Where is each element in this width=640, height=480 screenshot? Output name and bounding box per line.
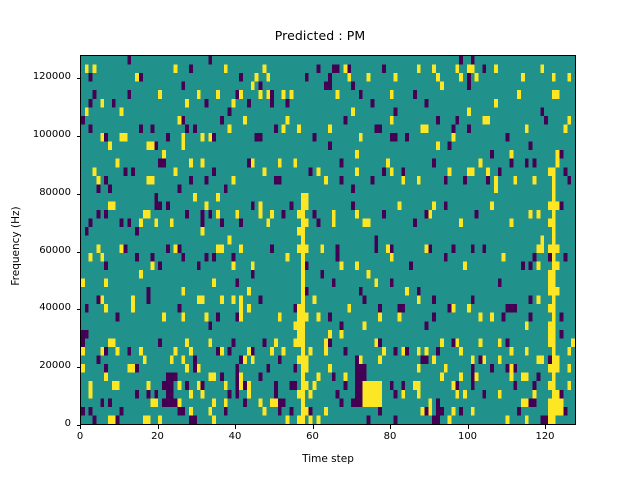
x-tick-label: 120 [535, 431, 555, 442]
page-title: Predicted : PM [274, 28, 366, 43]
y-tick-mark [76, 309, 80, 311]
x-tick-label: 100 [457, 431, 478, 442]
x-tick-mark [545, 425, 546, 429]
y-tick-label: 120000 [32, 71, 71, 83]
x-axis-label: Time step [302, 453, 354, 465]
x-tick-mark [80, 425, 81, 429]
x-tick-mark [157, 425, 159, 429]
x-tick-mark [312, 425, 314, 429]
x-tick-label: 60 [306, 431, 319, 442]
y-tick-label: 60000 [39, 244, 71, 256]
y-tick-label: 0 [64, 418, 71, 429]
y-tick-label: 100000 [32, 128, 71, 140]
y-tick-mark [76, 367, 80, 369]
y-tick-mark [76, 78, 80, 80]
x-tick-label: 0 [76, 431, 84, 442]
x-tick-label: 20 [151, 431, 164, 442]
x-tick-mark [467, 425, 469, 429]
y-tick-label: 40000 [39, 302, 71, 314]
y-tick-label: 20000 [39, 360, 71, 372]
heatmap-image [81, 56, 575, 424]
heatmap-axes[interactable] [80, 55, 576, 425]
y-axis-label: Frequency (Hz) [10, 206, 22, 286]
x-tick-label: 80 [383, 431, 397, 442]
y-tick-label: 80000 [39, 186, 71, 198]
x-tick-mark [390, 425, 391, 429]
y-tick-mark [76, 425, 80, 426]
y-tick-mark [76, 251, 80, 253]
x-tick-label: 40 [228, 431, 242, 442]
y-tick-mark [76, 135, 80, 137]
y-tick-mark [76, 193, 80, 195]
x-tick-mark [235, 425, 236, 429]
